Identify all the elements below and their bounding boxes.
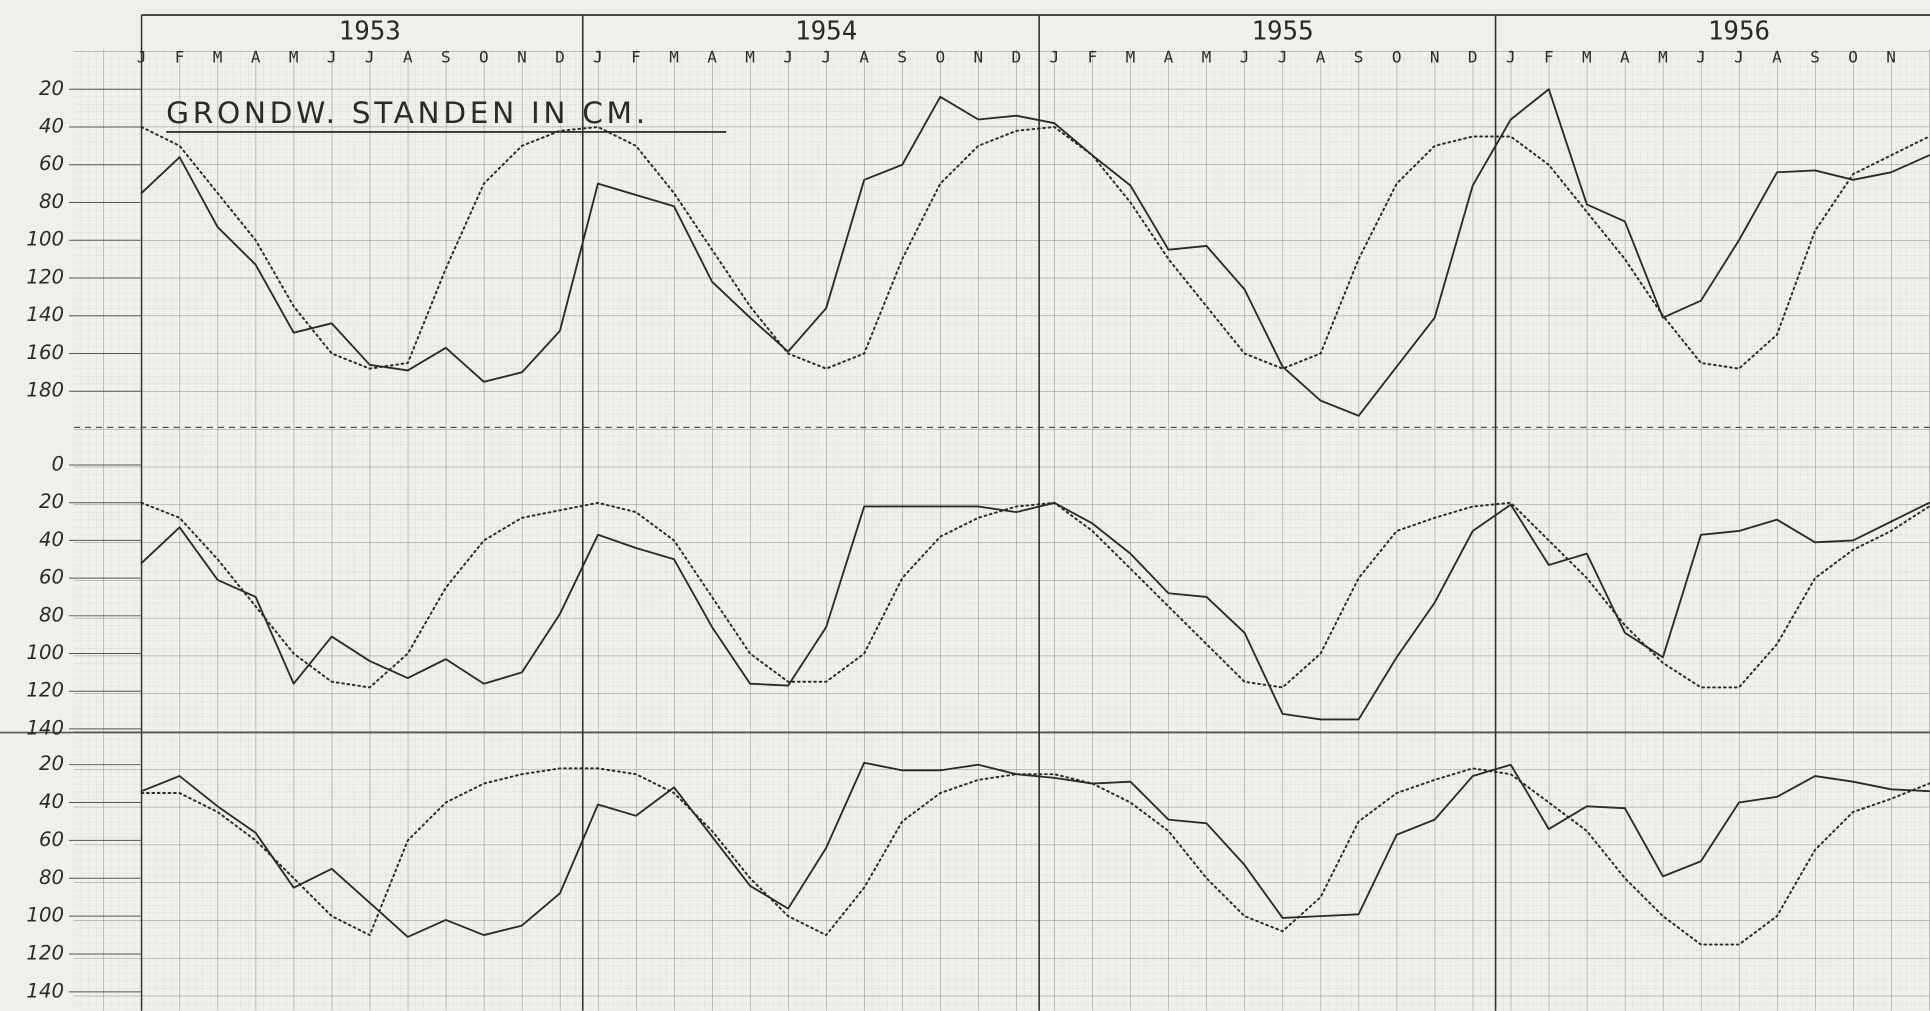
month-label: S <box>1354 48 1364 67</box>
month-label: J <box>1240 48 1250 67</box>
y-tick-label: 100 <box>26 904 64 927</box>
month-label: A <box>1620 48 1630 67</box>
month-label: O <box>479 48 489 67</box>
month-label: J <box>365 48 375 67</box>
month-label: N <box>1886 48 1896 67</box>
month-label: N <box>973 48 983 67</box>
month-label: F <box>1088 48 1098 67</box>
y-tick-label: 120 <box>26 941 64 964</box>
month-label: N <box>517 48 527 67</box>
y-tick-label: 20 <box>39 77 64 100</box>
month-label: D <box>1012 48 1022 67</box>
y-tick-label: 40 <box>39 790 64 813</box>
month-label: J <box>1506 48 1516 67</box>
y-tick-label: 0 <box>51 453 64 476</box>
month-label: J <box>1696 48 1706 67</box>
y-tick-label: 80 <box>39 866 64 889</box>
model-line <box>140 501 1930 689</box>
month-label: D <box>1468 48 1478 67</box>
year-label: 1956 <box>1708 17 1770 47</box>
year-label: 1955 <box>1251 17 1313 47</box>
month-label: F <box>175 48 185 67</box>
model-line <box>140 767 1930 946</box>
month-label: F <box>1544 48 1554 67</box>
month-label: A <box>859 48 869 67</box>
y-tick-label: 140 <box>26 716 64 739</box>
month-label: O <box>1848 48 1858 67</box>
month-label: D <box>555 48 565 67</box>
month-label: F <box>631 48 641 67</box>
y-tick-label: 40 <box>39 528 64 551</box>
y-tick-label: 120 <box>26 265 64 288</box>
month-label: M <box>213 48 223 67</box>
coarse-grid <box>73 49 1930 1011</box>
month-label: A <box>1772 48 1782 67</box>
month-label: M <box>1658 48 1668 67</box>
month-label: S <box>1810 48 1820 67</box>
y-tick-label: 80 <box>39 190 64 213</box>
y-tick-label: 160 <box>26 341 64 364</box>
month-label: M <box>1582 48 1592 67</box>
month-label: S <box>897 48 907 67</box>
y-tick-label: 60 <box>39 152 64 175</box>
month-label: M <box>289 48 299 67</box>
month-label: J <box>1050 48 1060 67</box>
y-tick-label: 140 <box>26 979 64 1002</box>
month-label: J <box>327 48 337 67</box>
month-label: A <box>1164 48 1174 67</box>
month-label: J <box>137 48 147 67</box>
y-tick-label: 120 <box>26 679 64 702</box>
month-label: A <box>1316 48 1326 67</box>
month-label: J <box>1734 48 1744 67</box>
month-label: J <box>821 48 831 67</box>
month-label: J <box>593 48 603 67</box>
month-label: M <box>1202 48 1212 67</box>
measured-line <box>140 501 1930 721</box>
y-tick-label: 20 <box>39 490 64 513</box>
month-label: O <box>1392 48 1402 67</box>
y-tick-label: 60 <box>39 828 64 851</box>
year-label: 1954 <box>795 17 857 47</box>
y-tick-label: 140 <box>26 303 64 326</box>
y-tick-label: 100 <box>26 641 64 664</box>
y-tick-label: 40 <box>39 115 64 138</box>
month-label: M <box>745 48 755 67</box>
month-label: M <box>1126 48 1136 67</box>
month-label: M <box>669 48 679 67</box>
month-label: N <box>1430 48 1440 67</box>
year-label: 1953 <box>339 17 401 47</box>
model-line <box>140 126 1930 370</box>
month-label: O <box>935 48 945 67</box>
month-label: A <box>707 48 717 67</box>
y-tick-label: 100 <box>26 228 64 251</box>
month-label: A <box>403 48 413 67</box>
chart-title: GRONDW. STANDEN IN CM. <box>166 96 649 130</box>
y-tick-label: 80 <box>39 603 64 626</box>
month-label: S <box>441 48 451 67</box>
month-label: J <box>783 48 793 67</box>
month-label: A <box>251 48 261 67</box>
measured-line <box>140 761 1930 938</box>
y-tick-label: 60 <box>39 566 64 589</box>
month-label: J <box>1278 48 1288 67</box>
measured-line <box>140 88 1930 417</box>
y-tick-label: 180 <box>26 379 64 402</box>
y-tick-label: 20 <box>39 752 64 775</box>
